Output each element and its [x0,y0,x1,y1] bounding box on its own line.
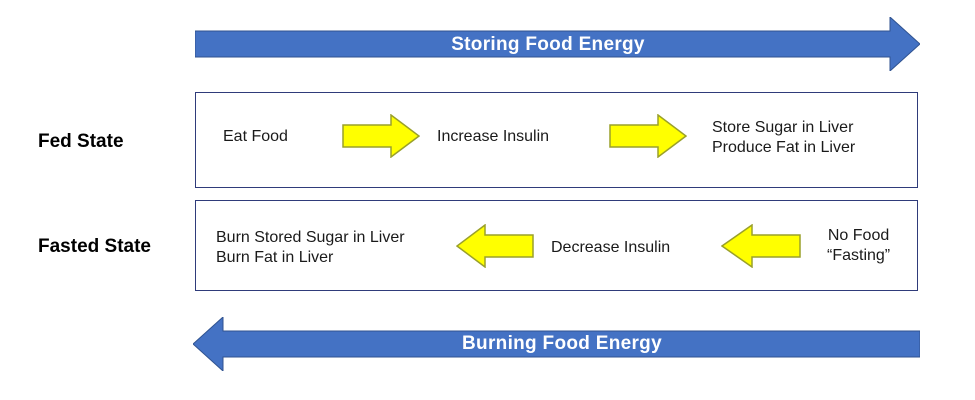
storing-energy-label: Storing Food Energy [451,34,645,55]
fed-step-store-produce: Store Sugar in Liver Produce Fat in Live… [712,119,856,156]
fed-step-increase-insulin: Increase Insulin [437,128,550,145]
fasted-step-no-food: No Food “Fasting” [827,227,891,264]
fed-right-arrow-icon-2 [609,114,687,158]
fasted-left-arrow-icon-2 [721,224,801,268]
fasted-left-arrow-icon-1 [456,224,534,268]
storing-energy-banner-arrow [195,17,920,71]
burning-energy-label: Burning Food Energy [462,333,662,354]
burning-energy-banner-arrow [193,317,920,371]
fed-step-eat-food: Eat Food [223,128,288,145]
fasted-step-burn: Burn Stored Sugar in Liver Burn Fat in L… [216,229,405,266]
fasted-state-label: Fasted State [38,236,151,257]
fed-right-arrow-icon-1 [342,114,420,158]
fed-state-label: Fed State [38,131,124,152]
fed-state-box [195,92,918,188]
fasted-step-decrease-insulin: Decrease Insulin [551,239,671,256]
